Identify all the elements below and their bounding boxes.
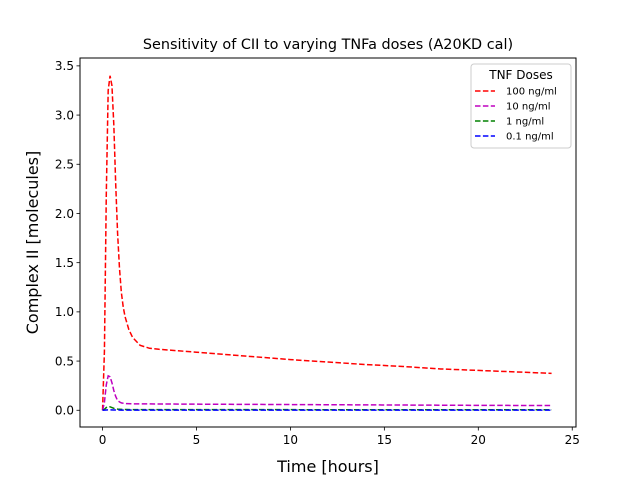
y-tick-label: 0.5 — [55, 354, 74, 368]
y-tick-label: 2.5 — [55, 158, 74, 172]
y-tick-label: 1.0 — [55, 305, 74, 319]
x-tick-label: 20 — [471, 433, 486, 447]
y-tick-label: 0.0 — [55, 404, 74, 418]
y-tick-label: 2.0 — [55, 207, 74, 221]
legend-label: 10 ng/ml — [506, 102, 550, 113]
x-axis-label: Time [hours] — [276, 457, 379, 476]
legend-title: TNF Doses — [488, 68, 553, 82]
x-tick-label: 0 — [99, 433, 107, 447]
legend: TNF Doses 100 ng/ml 10 ng/ml 1 ng/ml 0.1 ng… — [471, 64, 571, 148]
y-axis-label: Complex II [molecules] — [23, 151, 42, 335]
y-tick-label: 3.0 — [55, 108, 74, 122]
y-tick-label: 3.5 — [55, 59, 74, 73]
x-tick-label: 15 — [377, 433, 392, 447]
legend-label: 100 ng/ml — [506, 87, 557, 98]
x-tick-label: 25 — [565, 433, 580, 447]
x-tick-label: 5 — [193, 433, 201, 447]
chart-title: Sensitivity of CII to varying TNFa doses… — [143, 37, 513, 53]
x-tick-label: 10 — [283, 433, 298, 447]
y-tick-label: 1.5 — [55, 256, 74, 270]
legend-label: 0.1 ng/ml — [506, 132, 554, 143]
legend-label: 1 ng/ml — [506, 117, 544, 128]
